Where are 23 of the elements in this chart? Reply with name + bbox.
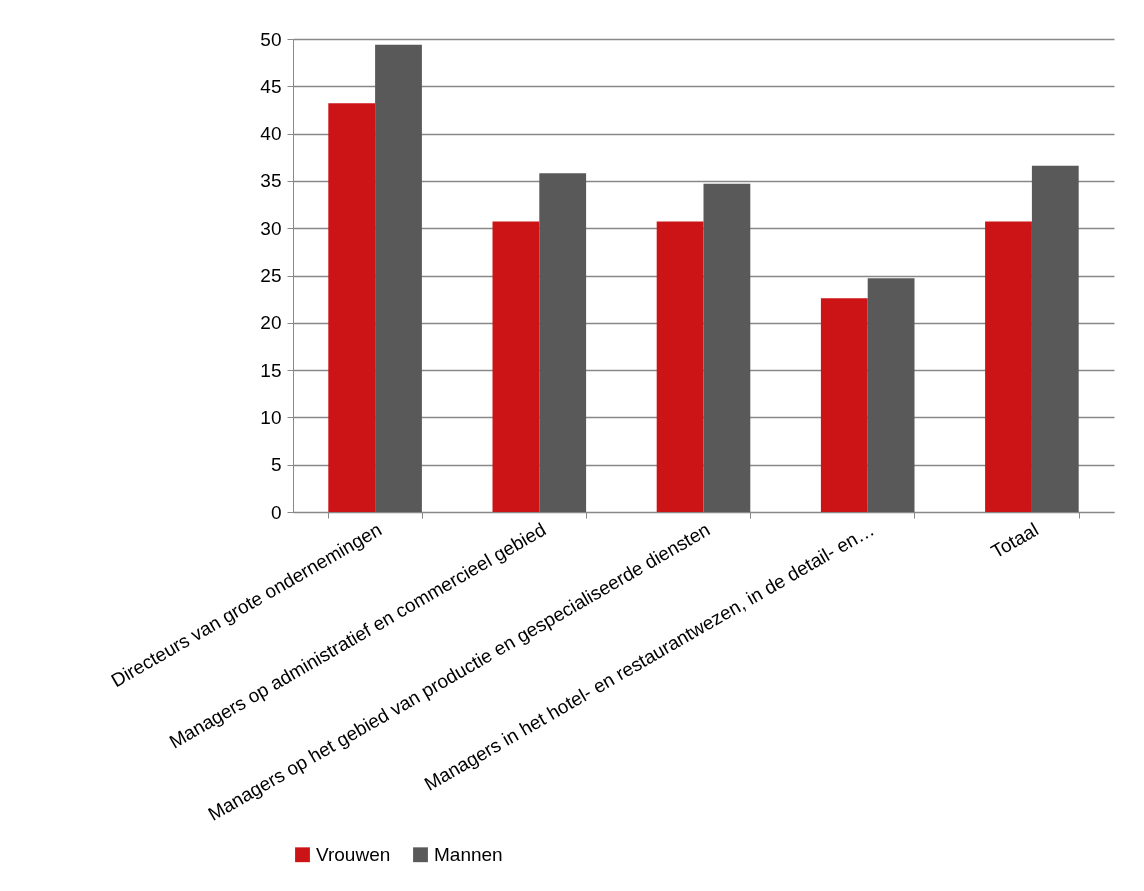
bar [1031,165,1079,512]
bar [985,221,1032,512]
y-tick-label: 15 [260,359,282,381]
legend-label: Mannen [434,843,503,865]
bar [656,221,704,512]
bar [328,103,376,512]
y-tick-label: 35 [260,170,282,192]
bar [820,298,868,512]
bar [867,278,915,512]
y-tick-label: 0 [270,501,282,523]
bar [375,44,422,512]
y-tick-label: 45 [260,75,282,97]
y-tick-label: 25 [260,265,282,286]
bar [703,183,751,512]
y-tick-label: 40 [260,123,282,145]
legend-label: Vrouwen [316,843,391,865]
y-tick-label: 30 [260,217,282,239]
y-tick-label: 50 [260,28,282,50]
bar [492,221,540,512]
y-tick-label: 10 [260,406,282,428]
y-tick-label: 5 [270,454,282,476]
y-tick-label: 20 [260,312,282,334]
bar [539,173,587,512]
